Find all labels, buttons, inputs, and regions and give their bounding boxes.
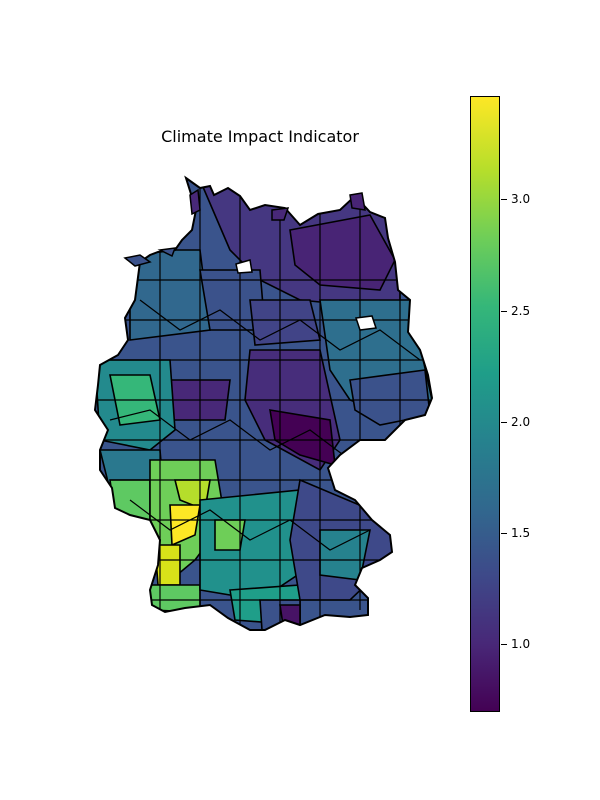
colorbar-tick-label: 2.5 [511, 304, 531, 318]
map-title: Climate Impact Indicator [161, 127, 359, 146]
colorbar-tick-label: 1.0 [511, 637, 531, 651]
colorbar-tick [501, 644, 507, 645]
colorbar-tick [501, 311, 507, 312]
colorbar-tick [501, 422, 507, 423]
colorbar-tick-label: 3.0 [511, 192, 531, 206]
colorbar [470, 96, 500, 712]
colorbar-tick-label: 2.0 [511, 415, 531, 429]
colorbar-tick [501, 199, 507, 200]
colorbar-tick [501, 533, 507, 534]
colorbar-tick-label: 1.5 [511, 526, 531, 540]
